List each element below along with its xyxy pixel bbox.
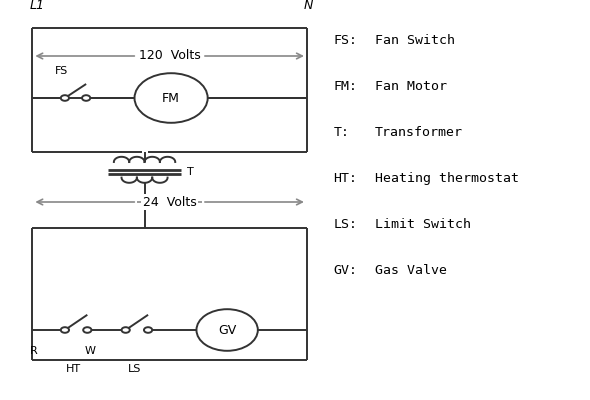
Text: FS:: FS:: [333, 34, 358, 46]
Text: Fan Motor: Fan Motor: [375, 80, 447, 92]
Text: 120  Volts: 120 Volts: [139, 50, 201, 62]
Text: T:: T:: [333, 126, 349, 138]
Text: GV:: GV:: [333, 264, 358, 276]
Text: L1: L1: [30, 0, 44, 12]
Text: GV: GV: [218, 324, 236, 336]
Text: Gas Valve: Gas Valve: [375, 264, 447, 276]
Text: T: T: [187, 168, 194, 178]
Text: FM: FM: [162, 92, 180, 104]
Circle shape: [135, 73, 208, 123]
Text: FS: FS: [55, 66, 68, 76]
Text: R: R: [30, 346, 38, 356]
Text: Transformer: Transformer: [375, 126, 463, 138]
Circle shape: [82, 95, 90, 101]
Circle shape: [61, 327, 69, 333]
Text: 24  Volts: 24 Volts: [143, 196, 196, 208]
Circle shape: [196, 309, 258, 351]
Text: HT:: HT:: [333, 172, 358, 184]
Text: FM:: FM:: [333, 80, 358, 92]
Text: HT: HT: [66, 364, 81, 374]
Text: W: W: [85, 346, 96, 356]
Circle shape: [144, 327, 152, 333]
Circle shape: [83, 327, 91, 333]
Text: Limit Switch: Limit Switch: [375, 218, 471, 230]
Text: Fan Switch: Fan Switch: [375, 34, 455, 46]
Text: Heating thermostat: Heating thermostat: [375, 172, 519, 184]
Circle shape: [61, 95, 69, 101]
Text: N: N: [304, 0, 313, 12]
Text: LS:: LS:: [333, 218, 358, 230]
Circle shape: [122, 327, 130, 333]
Text: LS: LS: [128, 364, 141, 374]
